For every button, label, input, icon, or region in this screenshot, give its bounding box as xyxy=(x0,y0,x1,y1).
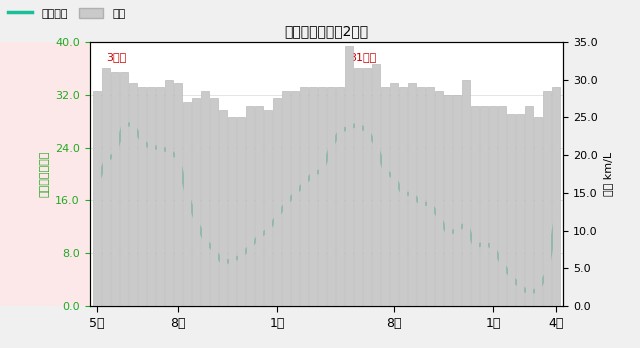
Bar xyxy=(147,87,155,306)
Bar xyxy=(462,80,470,306)
Bar xyxy=(282,91,290,306)
Bar xyxy=(318,87,326,306)
Bar xyxy=(543,91,551,306)
Bar xyxy=(345,46,353,306)
Bar xyxy=(435,91,443,306)
Bar xyxy=(138,87,146,306)
Y-axis label: 平均気温（度）: 平均気温（度） xyxy=(40,151,49,197)
Bar xyxy=(354,68,362,306)
Bar xyxy=(93,91,100,306)
Bar xyxy=(489,106,497,306)
Bar xyxy=(120,72,127,306)
Bar xyxy=(111,72,118,306)
Bar xyxy=(219,110,227,306)
Bar xyxy=(426,87,434,306)
Bar xyxy=(165,80,173,306)
Bar xyxy=(156,87,164,306)
Bar xyxy=(273,98,281,306)
Bar xyxy=(507,113,515,306)
Bar xyxy=(255,106,262,306)
Bar xyxy=(390,83,397,306)
Bar xyxy=(363,68,371,306)
Title: ハスラー燃費：2年間: ハスラー燃費：2年間 xyxy=(284,24,369,38)
Bar xyxy=(210,98,218,306)
Bar xyxy=(336,87,344,306)
Bar xyxy=(498,106,506,306)
Bar xyxy=(192,98,200,306)
Bar xyxy=(309,87,317,306)
Y-axis label: 燃費 km/L: 燃費 km/L xyxy=(604,152,613,196)
Bar xyxy=(183,102,191,306)
Text: 31回目: 31回目 xyxy=(349,52,376,62)
Bar xyxy=(453,95,461,306)
Text: 3回目: 3回目 xyxy=(106,52,126,62)
Bar xyxy=(102,68,109,306)
Bar xyxy=(552,87,560,306)
Bar xyxy=(471,106,479,306)
Legend: 平均気温, 燃費: 平均気温, 燃費 xyxy=(3,3,130,23)
Bar xyxy=(264,110,272,306)
Bar xyxy=(246,106,253,306)
Bar xyxy=(525,106,533,306)
Bar xyxy=(372,64,380,306)
Bar xyxy=(408,83,416,306)
Bar xyxy=(444,95,452,306)
Bar xyxy=(174,83,182,306)
Bar xyxy=(399,87,407,306)
Bar xyxy=(534,117,542,306)
Bar xyxy=(129,83,137,306)
Bar xyxy=(300,87,308,306)
Bar xyxy=(480,106,488,306)
Bar xyxy=(237,117,244,306)
Bar xyxy=(381,87,388,306)
Bar xyxy=(417,87,425,306)
Bar xyxy=(201,91,209,306)
Bar xyxy=(228,117,236,306)
Bar xyxy=(327,87,335,306)
Bar xyxy=(291,91,299,306)
Bar xyxy=(516,113,524,306)
